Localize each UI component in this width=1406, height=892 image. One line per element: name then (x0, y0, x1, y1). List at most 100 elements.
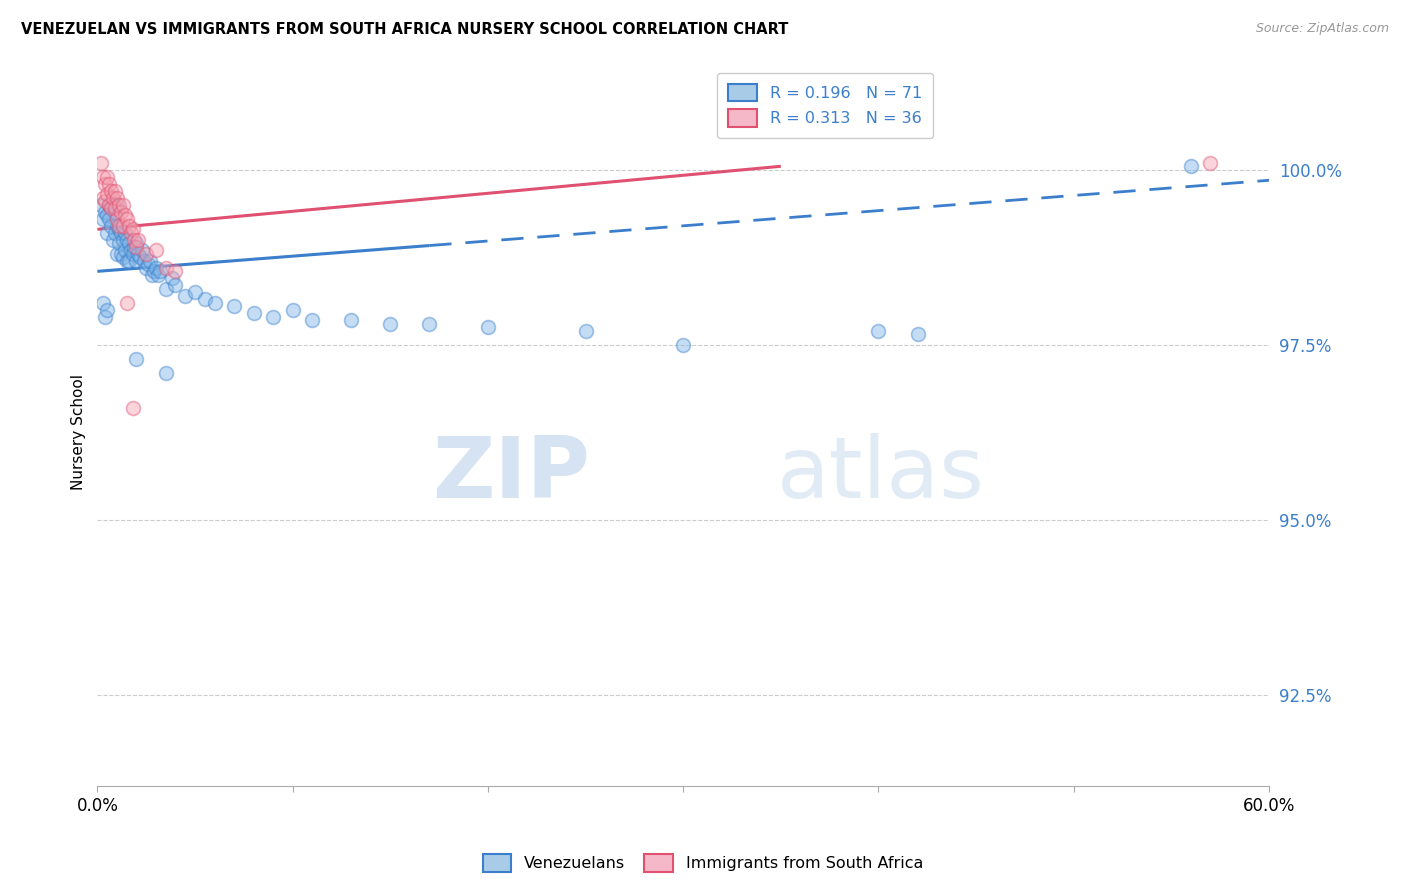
Point (114, 226, 136, 240)
Point (135, 260, 157, 275)
Point (91, 296, 114, 310)
Point (124, 233, 146, 247)
Text: Source: ZipAtlas.com: Source: ZipAtlas.com (1256, 22, 1389, 36)
Point (98, 177, 121, 191)
Point (91, 211, 114, 226)
Point (96, 208, 118, 222)
Point (135, 247, 157, 261)
Point (115, 211, 138, 226)
Point (155, 282, 177, 296)
Point (111, 233, 134, 247)
Point (242, 306, 264, 320)
Point (868, 324, 890, 338)
Point (101, 198, 124, 212)
Point (114, 208, 136, 222)
Point (105, 211, 128, 226)
Point (101, 233, 124, 247)
Point (117, 219, 139, 233)
Text: ZIP: ZIP (432, 434, 589, 516)
Point (174, 289, 197, 303)
Point (165, 278, 187, 293)
Legend: R = 0.196   N = 71, R = 0.313   N = 36: R = 0.196 N = 71, R = 0.313 N = 36 (717, 72, 934, 137)
Point (98, 198, 121, 212)
Point (380, 317, 402, 331)
Point (204, 296, 226, 310)
Point (477, 320, 499, 334)
Legend: Venezuelans, Immigrants from South Africa: Venezuelans, Immigrants from South Afric… (475, 847, 931, 880)
Point (94, 204, 117, 219)
Point (907, 327, 929, 342)
Point (108, 222, 131, 236)
Point (155, 366, 177, 380)
Point (149, 264, 172, 278)
Point (120, 226, 142, 240)
Point (184, 285, 207, 300)
Point (125, 351, 148, 366)
Point (165, 264, 187, 278)
Point (574, 324, 596, 338)
Point (1180, 159, 1202, 173)
Point (101, 191, 124, 205)
Point (1199, 155, 1222, 169)
Point (222, 299, 245, 313)
Point (94, 194, 117, 209)
Point (90, 198, 112, 212)
Point (120, 244, 142, 258)
Point (143, 264, 166, 278)
Point (100, 202, 122, 216)
Point (115, 233, 138, 247)
Text: atlas: atlas (778, 434, 986, 516)
Point (111, 250, 134, 264)
Point (104, 204, 127, 219)
Point (108, 236, 131, 251)
Point (340, 313, 363, 327)
Point (96, 187, 118, 202)
Point (96, 302, 118, 317)
Point (146, 268, 169, 282)
Point (127, 233, 149, 247)
Point (104, 184, 127, 198)
Point (262, 310, 284, 324)
Point (98, 198, 121, 212)
Point (127, 247, 149, 261)
Point (125, 236, 148, 251)
Point (125, 253, 148, 268)
Point (108, 198, 131, 212)
Point (111, 219, 134, 233)
Point (418, 317, 440, 331)
Point (160, 271, 183, 285)
Point (96, 169, 118, 184)
Point (117, 236, 139, 251)
Point (111, 198, 134, 212)
Point (281, 302, 304, 317)
Point (98, 211, 121, 226)
Point (108, 219, 131, 233)
Point (94, 310, 117, 324)
Point (91, 169, 114, 184)
Point (91, 191, 114, 205)
Point (129, 250, 152, 264)
Point (145, 244, 167, 258)
Point (139, 253, 162, 268)
Point (141, 268, 163, 282)
Point (100, 184, 122, 198)
Point (94, 177, 117, 191)
Point (121, 247, 143, 261)
Point (110, 204, 132, 219)
Point (100, 219, 122, 233)
Point (100, 198, 122, 212)
Point (131, 244, 153, 258)
Point (125, 240, 148, 254)
Point (121, 401, 143, 415)
Point (105, 191, 128, 205)
Point (96, 226, 118, 240)
Point (110, 247, 132, 261)
Y-axis label: Nursery School: Nursery School (72, 375, 86, 491)
Point (115, 296, 138, 310)
Point (121, 222, 143, 236)
Point (301, 313, 323, 327)
Point (134, 253, 156, 268)
Point (104, 202, 127, 216)
Point (124, 240, 146, 254)
Point (194, 293, 217, 307)
